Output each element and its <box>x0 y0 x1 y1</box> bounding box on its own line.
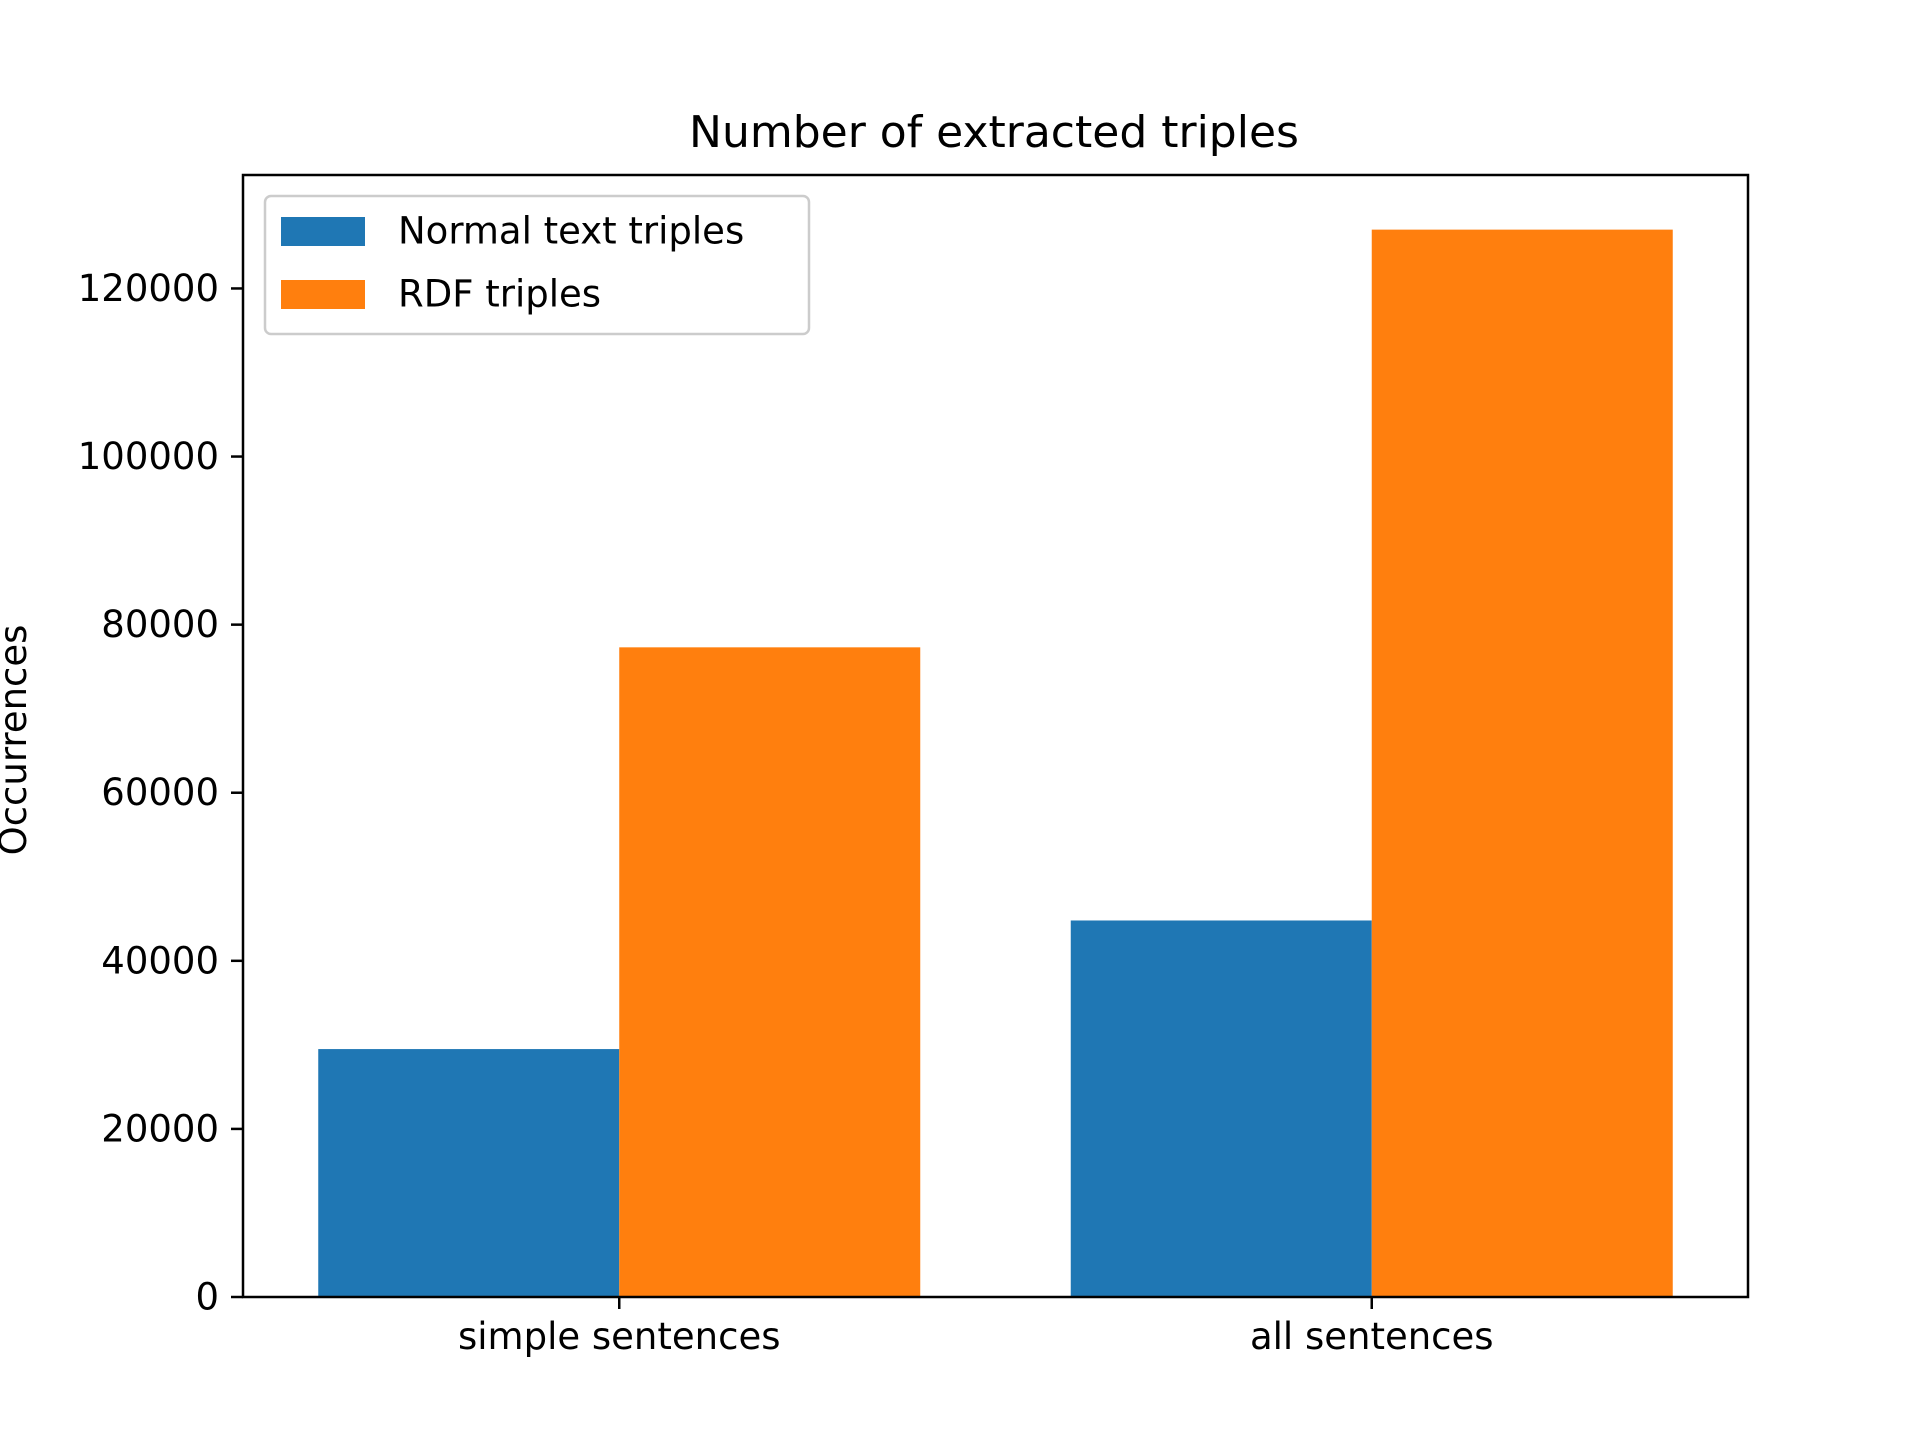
plot-frame <box>241 173 1750 1299</box>
y-tick-label: 60000 <box>101 771 219 814</box>
x-axis: simple sentences all sentences <box>458 1297 1494 1358</box>
y-tick-label: 40000 <box>101 939 219 982</box>
bar-rdf-triples-0 <box>619 647 921 1297</box>
bar-rdf-triples-1 <box>1371 229 1673 1298</box>
y-tick-label: 120000 <box>78 267 219 310</box>
bars-layer <box>318 229 1673 1298</box>
legend-swatch <box>281 280 365 309</box>
chart-title: Number of extracted triples <box>689 107 1299 158</box>
legend-swatch <box>281 217 365 246</box>
legend: Normal text triples RDF triples <box>263 194 811 336</box>
x-tick-label: all sentences <box>1250 1315 1494 1358</box>
legend-box <box>263 194 811 336</box>
y-axis-label: Occurrences <box>0 625 35 856</box>
y-tick-label: 80000 <box>101 603 219 646</box>
y-tick-label: 20000 <box>101 1107 219 1150</box>
y-tick-label: 100000 <box>78 435 219 478</box>
x-tick-label: simple sentences <box>458 1315 781 1358</box>
bar-normal-text-triples-0 <box>318 1049 620 1297</box>
legend-label: RDF triples <box>398 273 601 316</box>
bar-normal-text-triples-1 <box>1070 920 1372 1297</box>
legend-label: Normal text triples <box>398 210 744 253</box>
y-axis: 0 20000 40000 60000 80000 100000 120000 <box>78 267 243 1319</box>
y-tick-label: 0 <box>195 1276 219 1319</box>
